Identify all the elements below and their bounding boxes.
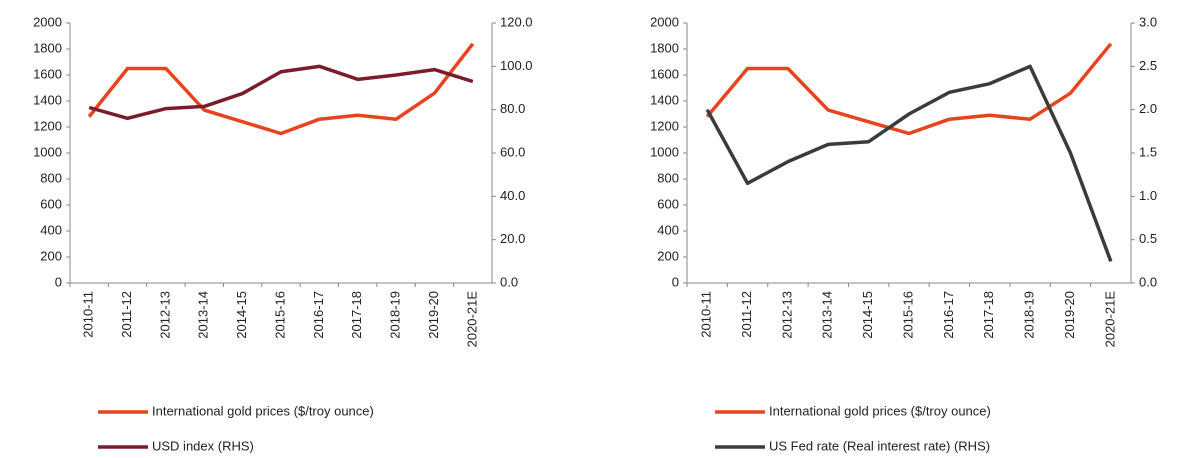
y-tick-label: 1400 [33,92,62,107]
y2-tick-label: 3.0 [1139,14,1157,29]
y2-tick-label: 80.0 [500,101,525,116]
y-tick-label: 1800 [33,40,62,55]
x-tick-label: 2016-17 [941,291,956,339]
y-tick-label: 400 [657,222,679,237]
y-tick-label: 200 [657,248,679,263]
x-tick-label: 2019-20 [1062,291,1077,339]
x-tick-label: 2010-11 [699,291,714,338]
y-tick-label: 800 [657,170,679,185]
x-tick-label: 2015-16 [900,291,915,339]
y2-tick-label: 2.0 [1139,101,1157,116]
y2-tick-label: 40.0 [500,188,525,203]
y-tick-label: 200 [40,248,62,263]
y2-tick-label: 0.0 [1139,274,1157,289]
y-tick-label: 0 [55,274,62,289]
x-tick-label: 2020-21E [1102,291,1117,348]
series-line [705,64,1113,262]
y2-tick-label: 1.0 [1139,188,1157,203]
y-tick-label: 1800 [650,40,679,55]
y-tick-label: 1200 [33,118,62,133]
series-line [705,42,1113,136]
y2-tick-label: 20.0 [500,231,525,246]
x-tick-label: 2014-15 [234,291,249,339]
y2-tick-label: 120.0 [500,14,533,29]
x-tick-label: 2017-18 [981,291,996,339]
x-tick-label: 2018-19 [388,291,403,339]
y-tick-label: 1600 [33,66,62,81]
y2-tick-label: 0.5 [1139,231,1157,246]
x-tick-label: 2013-14 [820,291,835,339]
y2-tick-label: 2.5 [1139,58,1157,73]
legend-label: US Fed rate (Real interest rate) (RHS) [769,438,990,453]
y-tick-label: 1000 [33,144,62,159]
legend-label: International gold prices ($/troy ounce) [152,403,374,418]
y-tick-label: 0 [672,274,679,289]
x-tick-label: 2010-11 [81,291,96,338]
x-tick-label: 2013-14 [196,291,211,339]
y2-tick-label: 1.5 [1139,144,1157,159]
x-tick-label: 2015-16 [272,291,287,339]
legend-label: International gold prices ($/troy ounce) [769,403,991,418]
series-line [87,42,475,136]
legend-label: USD index (RHS) [152,438,254,453]
y-tick-label: 2000 [650,14,679,29]
x-tick-label: 2011-12 [739,291,754,338]
x-tick-label: 2011-12 [119,291,134,338]
x-tick-label: 2019-20 [426,291,441,339]
y-tick-label: 800 [40,170,62,185]
y-tick-label: 1600 [650,66,679,81]
y-tick-label: 600 [40,196,62,211]
y-tick-label: 1000 [650,144,679,159]
x-tick-label: 2018-19 [1022,291,1037,339]
x-tick-label: 2014-15 [860,291,875,339]
y-tick-label: 2000 [33,14,62,29]
x-tick-label: 2020-21E [464,291,479,348]
y2-tick-label: 0.0 [500,274,518,289]
y-tick-label: 1200 [650,118,679,133]
series-line [88,64,474,121]
y2-tick-label: 60.0 [500,144,525,159]
y-tick-label: 400 [40,222,62,237]
y-tick-label: 600 [657,196,679,211]
y-tick-label: 1400 [650,92,679,107]
x-tick-label: 2017-18 [349,291,364,339]
x-tick-label: 2012-13 [157,291,172,339]
y2-tick-label: 100.0 [500,58,533,73]
x-tick-label: 2012-13 [779,291,794,339]
x-tick-label: 2016-17 [311,291,326,339]
